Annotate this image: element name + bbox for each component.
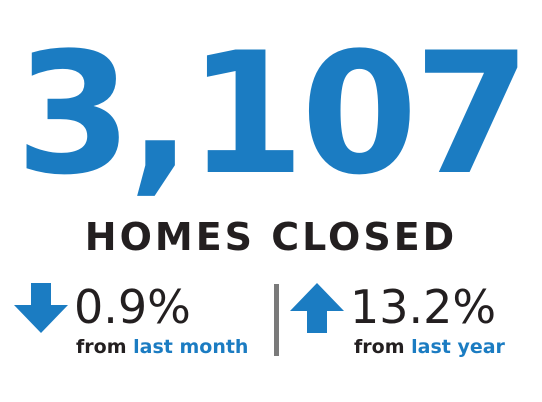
- divider: [274, 284, 279, 356]
- stat-caption: from last year: [354, 338, 505, 357]
- headline-value: 3,107: [15, 16, 530, 212]
- up-arrow: [290, 283, 344, 333]
- stat-caption: from last month: [76, 338, 248, 357]
- period-text: last year: [411, 336, 505, 358]
- down-arrow: [14, 283, 68, 333]
- headline-label: HOMES CLOSED: [84, 215, 458, 259]
- stat-value: 0.9%: [74, 280, 191, 334]
- from-text: from: [76, 336, 127, 358]
- stat-value: 13.2%: [350, 280, 497, 334]
- from-text: from: [354, 336, 405, 358]
- period-text: last month: [133, 336, 249, 358]
